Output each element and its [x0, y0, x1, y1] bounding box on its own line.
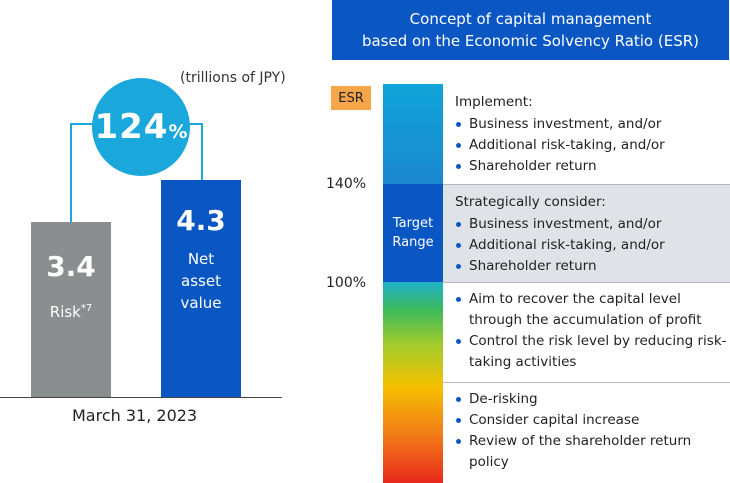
- concept-title-box: Concept of capital management based on t…: [332, 0, 729, 60]
- target-range-line1: Target: [392, 216, 434, 231]
- list-item: Business investment, and/or: [455, 214, 730, 235]
- panel-heading: Implement:: [455, 94, 533, 110]
- concept-title-line2: based on the Economic Solvency Ratio (ES…: [361, 32, 700, 50]
- panel-heading: Strategically consider:: [455, 194, 606, 210]
- panel-divider: [443, 382, 730, 383]
- net-asset-value-bar: 4.3 Net asset value: [161, 180, 241, 397]
- ratio-unit: %: [168, 121, 188, 143]
- list-item: Consider capital increase: [455, 410, 730, 431]
- list-item: Business investment, and/or: [455, 114, 730, 135]
- chart-baseline: [0, 397, 282, 398]
- date-label: March 31, 2023: [72, 406, 198, 425]
- risk-label: Risk*7: [49, 303, 93, 321]
- panel-divider: [443, 184, 730, 185]
- net-asset-value-label: Net asset value: [180, 250, 222, 312]
- esr-badge: ESR: [331, 86, 371, 110]
- target-range-line2: Range: [392, 235, 434, 250]
- risk-bar: 3.4 Risk*7: [31, 222, 111, 397]
- target-range-block: Target Range: [383, 184, 443, 282]
- list-item: Shareholder return: [455, 156, 730, 177]
- panel-above-140: Implement: Business investment, and/or A…: [443, 84, 730, 184]
- list-item: Control the risk level by reducing risk-…: [455, 331, 730, 373]
- esr-ratio-circle: 124 %: [92, 78, 190, 176]
- panel-target-range: Strategically consider: Business investm…: [443, 184, 730, 282]
- concept-title-line1: Concept of capital management: [409, 10, 652, 28]
- ratio-connector-line: [70, 123, 203, 222]
- panel-below-100: Aim to recover the capital level through…: [443, 282, 730, 382]
- esr-scale-upper: [383, 84, 443, 184]
- footnote-marker: *7: [80, 303, 93, 314]
- level-140-label: 140%: [326, 176, 367, 192]
- esr-scale-lower-gradient: [383, 282, 443, 483]
- list-item: De-risking: [455, 389, 730, 410]
- list-item: Additional risk-taking, and/or: [455, 135, 730, 156]
- panel-lowest: De-risking Consider capital increase Rev…: [443, 382, 730, 483]
- list-item: Shareholder return: [455, 256, 730, 277]
- level-100-label: 100%: [326, 275, 367, 291]
- list-item: Aim to recover the capital level through…: [455, 289, 730, 331]
- panel-divider: [443, 282, 730, 283]
- list-item: Review of the shareholder return policy: [455, 431, 730, 473]
- unit-label: (trillions of JPY): [180, 70, 286, 86]
- ratio-value: 124: [94, 107, 169, 147]
- net-asset-value: 4.3: [176, 204, 226, 237]
- risk-value: 3.4: [46, 250, 96, 283]
- list-item: Additional risk-taking, and/or: [455, 235, 730, 256]
